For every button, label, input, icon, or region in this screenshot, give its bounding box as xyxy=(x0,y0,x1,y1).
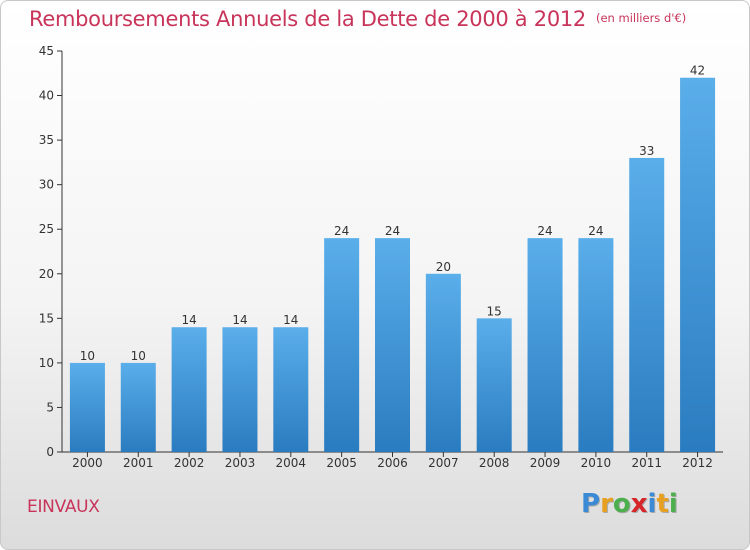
value-label-2008: 15 xyxy=(487,304,502,318)
y-tick-label: 20 xyxy=(39,267,54,281)
logo-letter: x xyxy=(630,489,648,519)
y-tick-label: 15 xyxy=(39,311,54,325)
bar-2012 xyxy=(680,77,716,452)
x-tick-label-2004: 2004 xyxy=(276,456,307,470)
x-tick-label-2012: 2012 xyxy=(682,456,713,470)
x-tick-label-2006: 2006 xyxy=(377,456,408,470)
logo-letter: r xyxy=(600,489,613,519)
chart-title: Remboursements Annuels de la Dette de 20… xyxy=(29,7,686,31)
commune-name: EINVAUX xyxy=(27,497,100,517)
value-label-2000: 10 xyxy=(80,349,95,363)
x-tick-label-2007: 2007 xyxy=(428,456,459,470)
x-tick-label-2003: 2003 xyxy=(225,456,256,470)
x-tick-label-2005: 2005 xyxy=(326,456,357,470)
y-tick-label: 40 xyxy=(39,89,54,103)
y-tick-label: 10 xyxy=(39,356,54,370)
bar-2008 xyxy=(476,318,512,452)
x-tick-label-2002: 2002 xyxy=(174,456,205,470)
x-tick-label-2011: 2011 xyxy=(631,456,662,470)
bar-2010 xyxy=(578,238,614,452)
chart-unit-label: (en milliers d'€) xyxy=(596,11,687,25)
y-tick-label: 35 xyxy=(39,133,54,147)
bar-2011 xyxy=(629,157,665,452)
bar-2000 xyxy=(69,362,105,452)
chart-title-text: Remboursements Annuels de la Dette de 20… xyxy=(29,7,586,31)
axes: 0 5 10 15 20 25 30 35 40 45 2000 2001 2002 2003 2004 20… xyxy=(39,44,723,470)
logo-letter: i xyxy=(668,489,678,519)
value-labels: 10 10 14 14 14 24 24 20 15 24 24 33 42 xyxy=(80,64,705,363)
bar-2009 xyxy=(527,238,563,452)
value-label-2004: 14 xyxy=(283,313,298,327)
y-tick-label: 5 xyxy=(46,400,54,414)
y-tick-label: 25 xyxy=(39,222,54,236)
x-tick-label-2000: 2000 xyxy=(72,456,103,470)
value-label-2009: 24 xyxy=(537,224,552,238)
proxiti-logo: Proxiti xyxy=(581,489,678,519)
value-label-2005: 24 xyxy=(334,224,349,238)
y-tick-label: 30 xyxy=(39,178,54,192)
logo-letter: o xyxy=(612,489,631,519)
value-label-2012: 42 xyxy=(690,64,705,78)
value-label-2002: 14 xyxy=(181,313,196,327)
value-label-2010: 24 xyxy=(588,224,603,238)
value-label-2001: 10 xyxy=(131,349,146,363)
bars xyxy=(69,77,716,452)
x-tick-label-2009: 2009 xyxy=(530,456,561,470)
bar-2005 xyxy=(324,238,360,452)
value-label-2003: 14 xyxy=(232,313,247,327)
value-label-2011: 33 xyxy=(639,144,654,158)
x-tick-label-2010: 2010 xyxy=(581,456,612,470)
bar-2007 xyxy=(425,273,461,452)
bar-2004 xyxy=(273,327,309,452)
logo-letter: t xyxy=(656,489,669,519)
y-tick-label: 45 xyxy=(39,44,54,58)
y-tick-label: 0 xyxy=(46,445,54,459)
x-tick-label-2001: 2001 xyxy=(123,456,154,470)
logo-letter: i xyxy=(647,489,657,519)
x-tick-label-2008: 2008 xyxy=(479,456,510,470)
value-label-2007: 20 xyxy=(436,260,451,274)
bar-2001 xyxy=(120,362,156,452)
logo-letter: P xyxy=(581,489,601,519)
value-label-2006: 24 xyxy=(385,224,400,238)
bar-2006 xyxy=(375,238,410,452)
bar-2003 xyxy=(222,327,258,452)
bar-2002 xyxy=(171,327,207,452)
